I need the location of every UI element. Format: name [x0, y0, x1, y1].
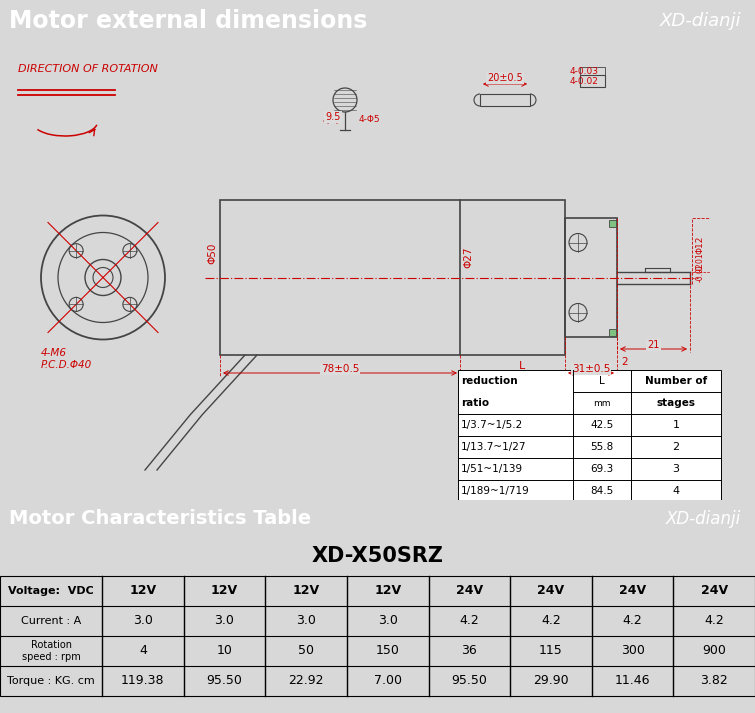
Text: Motor Characteristics Table: Motor Characteristics Table [9, 510, 311, 528]
Bar [609, 220, 616, 227]
Text: Motor external dimensions: Motor external dimensions [9, 9, 368, 33]
Text: -0.01: -0.01 [695, 252, 704, 272]
Text: 29.90: 29.90 [533, 674, 569, 687]
Text: 78±0.5: 78±0.5 [321, 364, 359, 374]
Text: 31±0.5: 31±0.5 [572, 364, 610, 374]
Text: stages: stages [657, 398, 695, 408]
Text: 1/51~1/139: 1/51~1/139 [461, 464, 523, 474]
Text: 12V: 12V [129, 585, 156, 597]
Text: Φ12: Φ12 [695, 236, 704, 255]
Text: 300: 300 [621, 645, 645, 657]
Text: 10: 10 [217, 645, 233, 657]
Bar [0, 576, 755, 696]
Text: 4-Φ5: 4-Φ5 [359, 115, 381, 124]
Text: 4.2: 4.2 [704, 615, 724, 627]
Text: 69.3: 69.3 [590, 464, 614, 474]
Text: 22.92: 22.92 [288, 674, 324, 687]
Text: L: L [599, 376, 605, 386]
Text: 24V: 24V [619, 585, 646, 597]
Text: ratio: ratio [461, 398, 489, 408]
Text: 3.82: 3.82 [701, 674, 728, 687]
Text: 3.0: 3.0 [133, 615, 153, 627]
Bar [458, 370, 721, 502]
Text: 4: 4 [673, 486, 680, 496]
Text: 4.2: 4.2 [460, 615, 479, 627]
Text: 115: 115 [539, 645, 562, 657]
Bar [220, 200, 565, 355]
Text: 4-0.02: 4-0.02 [570, 77, 599, 86]
Text: 4.2: 4.2 [541, 615, 561, 627]
Bar [580, 75, 605, 87]
Text: reduction: reduction [461, 376, 518, 386]
Text: 12V: 12V [211, 585, 238, 597]
Text: 50: 50 [298, 645, 314, 657]
Text: -0.02: -0.02 [695, 263, 704, 282]
Text: 4: 4 [139, 645, 146, 657]
Text: mm: mm [593, 399, 611, 408]
Text: DIRECTION OF ROTATION: DIRECTION OF ROTATION [18, 64, 158, 74]
Text: 24V: 24V [701, 585, 728, 597]
Text: 21: 21 [647, 340, 660, 350]
Text: 150: 150 [376, 645, 399, 657]
Text: 1/3.7~1/5.2: 1/3.7~1/5.2 [461, 420, 523, 430]
Text: Φ50: Φ50 [207, 243, 217, 265]
Text: 2: 2 [673, 442, 680, 452]
Text: Number of: Number of [645, 376, 707, 386]
Text: 4-M6: 4-M6 [41, 347, 67, 357]
Text: 1/13.7~1/27: 1/13.7~1/27 [461, 442, 526, 452]
Text: Current : A: Current : A [21, 616, 81, 626]
Text: 95.50: 95.50 [207, 674, 242, 687]
Text: Φ27: Φ27 [463, 246, 473, 267]
Text: 1: 1 [673, 420, 680, 430]
Text: 2: 2 [621, 357, 627, 367]
Bar [580, 67, 605, 75]
Text: Torque : KG. cm: Torque : KG. cm [7, 676, 95, 686]
Text: 12V: 12V [292, 585, 319, 597]
Bar [565, 218, 617, 337]
Text: 119.38: 119.38 [121, 674, 165, 687]
Text: 3.0: 3.0 [296, 615, 316, 627]
Text: 84.5: 84.5 [590, 486, 614, 496]
Bar [609, 329, 616, 336]
Bar [480, 94, 530, 106]
Text: 9.5: 9.5 [325, 112, 341, 122]
Text: 11.46: 11.46 [615, 674, 650, 687]
Text: 3: 3 [673, 464, 680, 474]
Text: 55.8: 55.8 [590, 442, 614, 452]
Text: 7.00: 7.00 [374, 674, 402, 687]
Text: Voltage:  VDC: Voltage: VDC [8, 586, 94, 596]
Text: 4-0.03: 4-0.03 [570, 67, 599, 76]
Text: 1/189~1/719: 1/189~1/719 [461, 486, 530, 496]
Text: 20±0.5: 20±0.5 [487, 73, 523, 83]
Text: Rotation
speed : rpm: Rotation speed : rpm [22, 640, 80, 662]
Text: XD-dianji: XD-dianji [660, 12, 741, 30]
Text: 4.2: 4.2 [623, 615, 643, 627]
Text: 95.50: 95.50 [451, 674, 487, 687]
Text: 42.5: 42.5 [590, 420, 614, 430]
Text: 12V: 12V [374, 585, 401, 597]
Text: 36: 36 [461, 645, 477, 657]
Text: 24V: 24V [456, 585, 483, 597]
Text: P.C.D.Φ40: P.C.D.Φ40 [41, 359, 92, 369]
Text: 3.0: 3.0 [214, 615, 234, 627]
Text: 3.0: 3.0 [378, 615, 398, 627]
Text: L: L [519, 361, 525, 371]
Text: 900: 900 [702, 645, 726, 657]
Text: XD-X50SRZ: XD-X50SRZ [312, 546, 443, 566]
Text: XD-dianji: XD-dianji [666, 510, 741, 528]
Text: 24V: 24V [538, 585, 565, 597]
